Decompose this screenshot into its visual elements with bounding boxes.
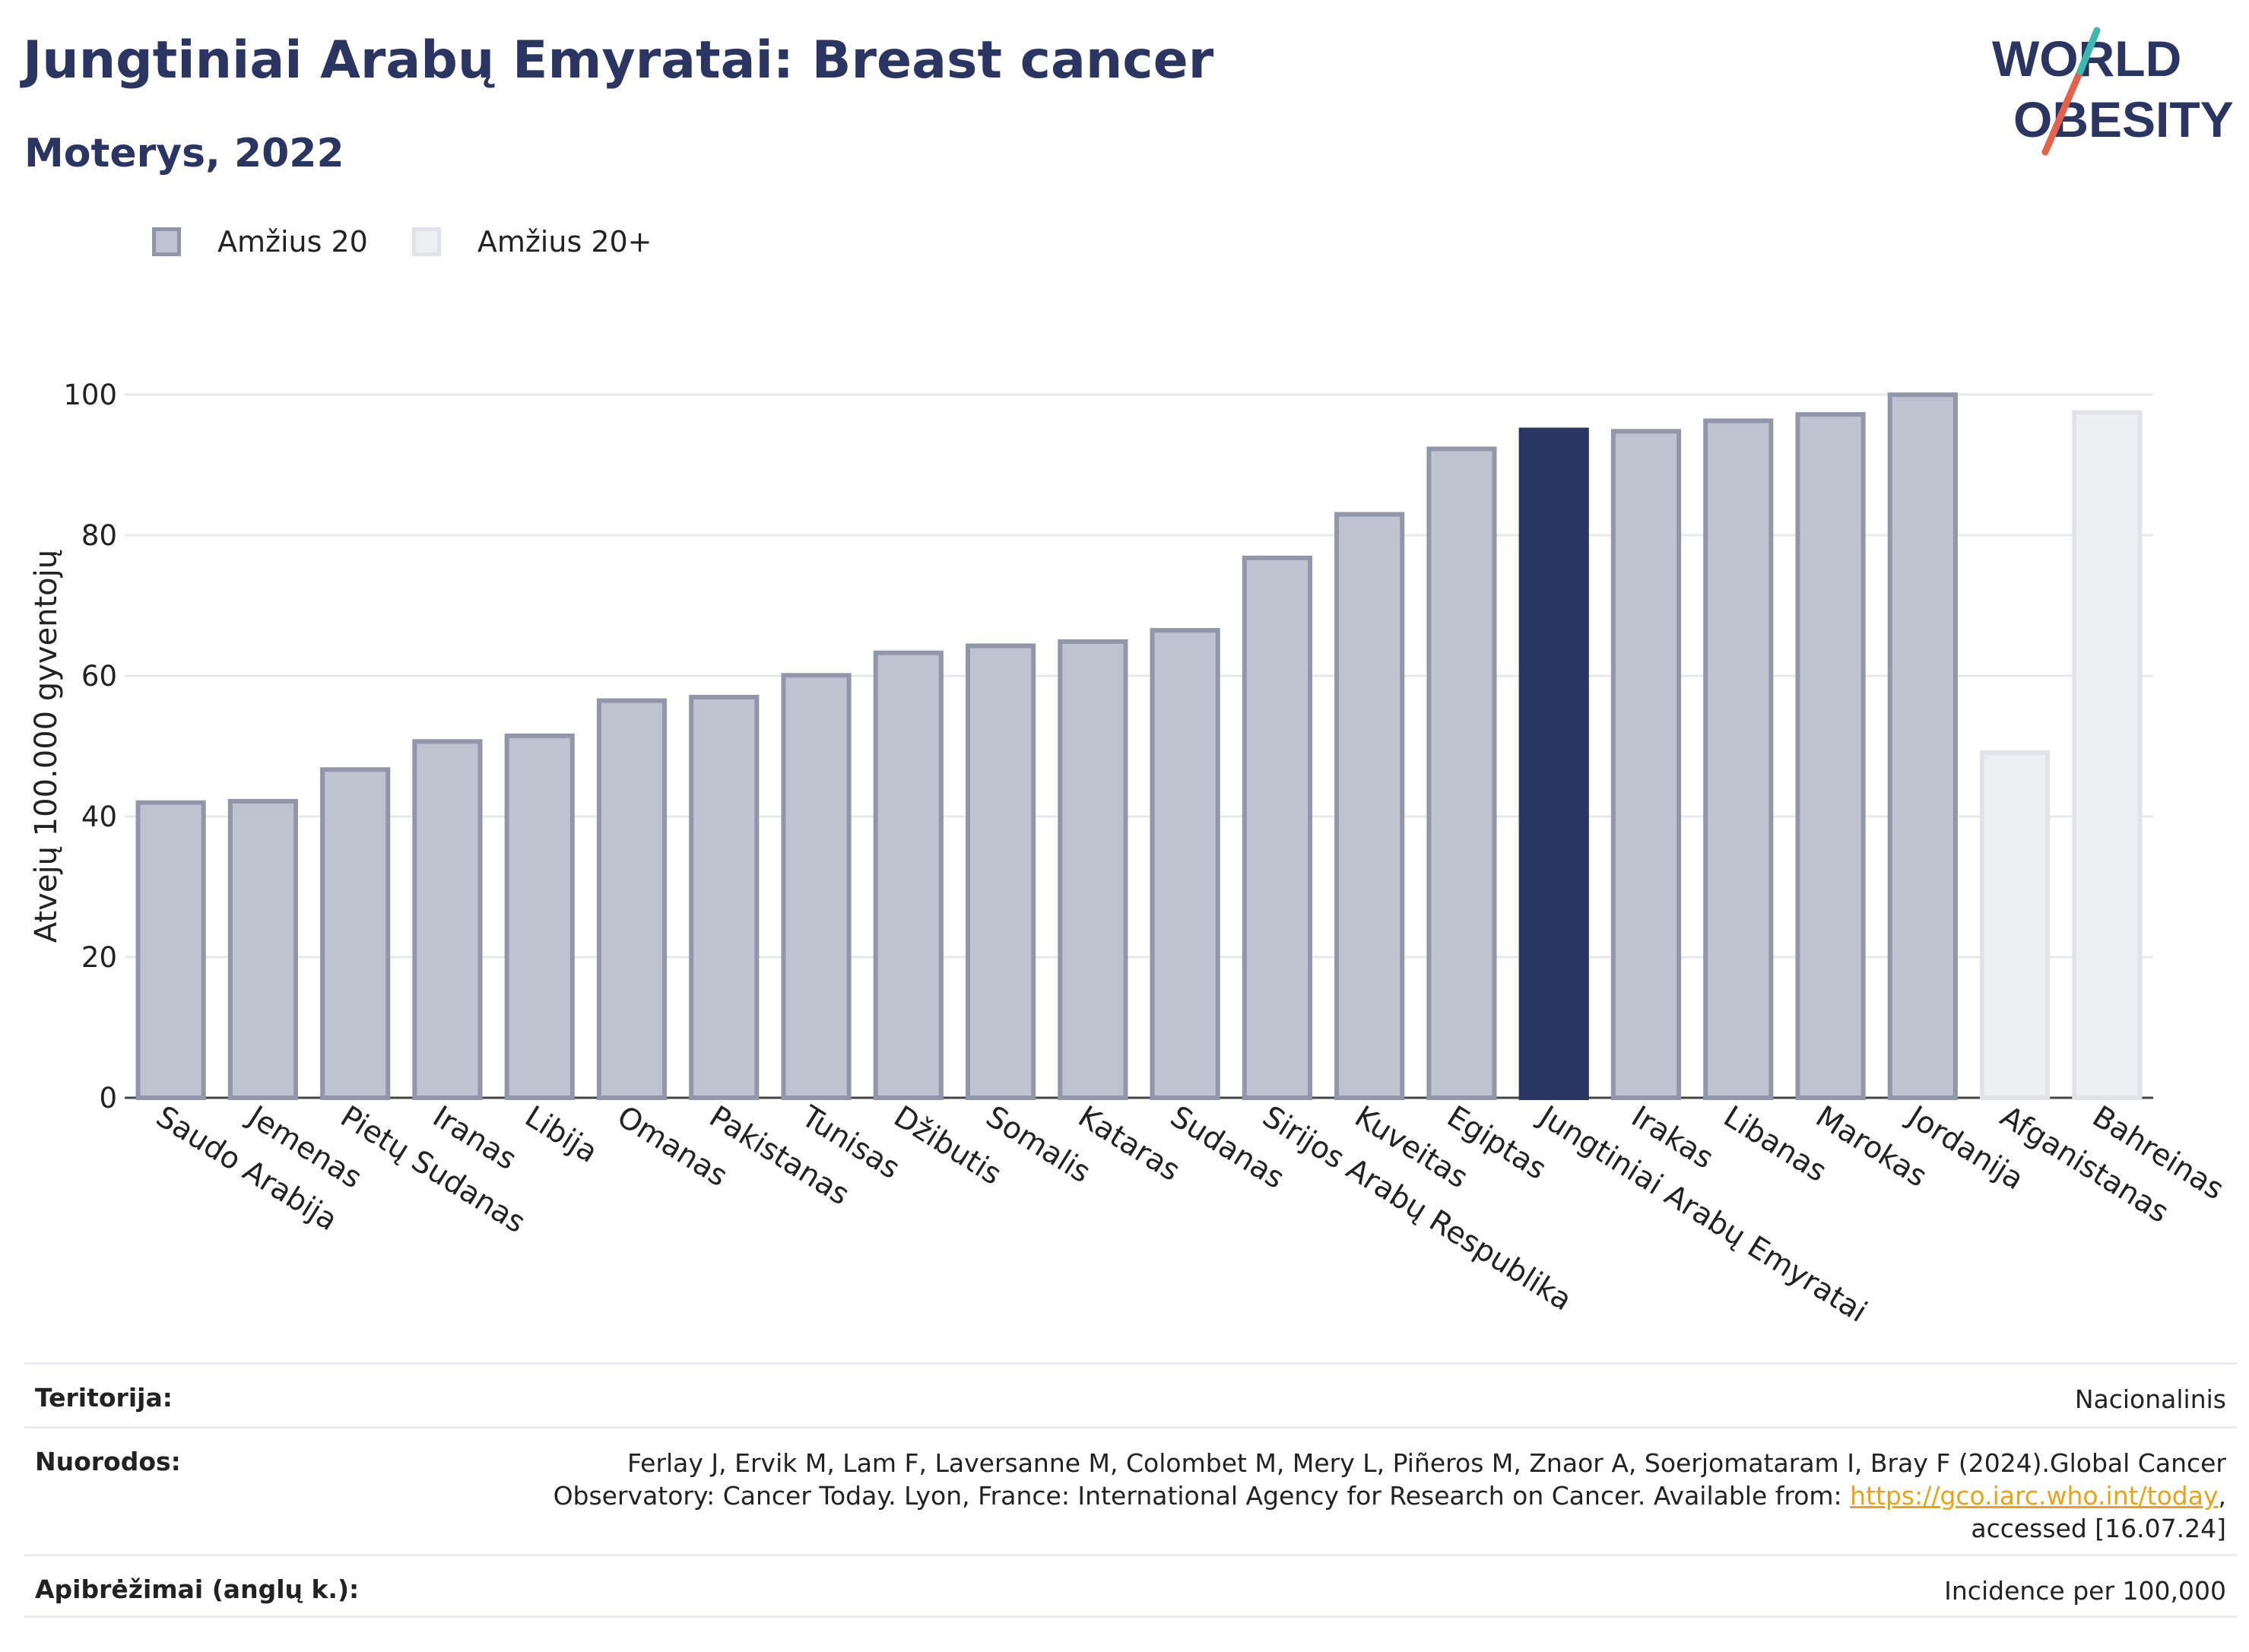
x-tick-label: Libanas [1718,1099,1832,1189]
page-subtitle: Moterys, 2022 [24,131,344,176]
footer-row-references: Nuorodos: Ferlay J, Ervik M, Lam F, Lave… [24,1426,2237,1554]
bar [320,767,391,1100]
bar [1426,446,1497,1100]
bar [227,798,298,1100]
bar [1058,639,1128,1100]
references-line-3: accessed [16.07.24] [1971,1514,2226,1543]
definitions-value: Incidence per 100,000 [1944,1576,2226,1606]
bar [873,650,944,1100]
legend-item-age-20[interactable]: Amžius 20 [152,225,368,258]
references-line-1: Ferlay J, Ervik M, Lam F, Laversanne M, … [626,1448,2226,1478]
y-axis-title: Atvejų 100.000 gyventojų [29,550,64,943]
y-tick-label: 80 [81,519,117,552]
y-tick-label: 100 [63,379,117,411]
bar [781,673,852,1100]
bar [1703,418,1774,1100]
footer-row-territory: Teritorija: Nacionalinis [24,1362,2237,1426]
bar [1887,392,1958,1100]
legend-swatch-age-20-plus [411,227,441,256]
references-value: Ferlay J, Ervik M, Lam F, Laversanne M, … [554,1447,2226,1554]
bar [596,698,668,1100]
chart-legend: Amžius 20 Amžius 20+ [152,225,696,258]
y-tick-label: 60 [81,660,117,693]
y-tick-label: 20 [81,941,117,974]
bar [1980,750,2051,1100]
definitions-label: Apibrėžimai (anglų k.): [35,1574,360,1604]
bar [2072,410,2143,1100]
bar [135,800,206,1100]
references-label: Nuorodos: [35,1447,181,1476]
y-tick-label: 40 [81,801,117,833]
x-tick-label: Libija [519,1099,603,1170]
references-line-2-prefix: Observatory: Cancer Today. Lyon, France:… [553,1481,1851,1511]
footer-row-definitions: Apibrėžimai (anglų k.): Incidence per 10… [24,1554,2237,1618]
references-link[interactable]: https://gco.iarc.who.int/today [1850,1481,2219,1511]
world-obesity-logo: WORLD OBESITY [1992,27,2234,156]
page-title: Jungtiniai Arabų Emyratai: Breast cancer [23,30,1214,90]
bar [1150,628,1220,1100]
legend-label-age-20: Amžius 20 [217,225,368,258]
x-tick-label: Kataras [1072,1099,1186,1188]
legend-swatch-age-20 [152,227,181,256]
chart-footer: Teritorija: Nacionalinis Nuorodos: Ferla… [24,1362,2237,1618]
bar [1795,412,1866,1100]
bar [966,643,1036,1100]
territory-label: Teritorija: [35,1383,173,1413]
bar [1610,429,1682,1100]
bar [1334,512,1405,1100]
bar [412,739,483,1100]
y-tick-label: 0 [99,1082,117,1115]
legend-label-age-20-plus: Amžius 20+ [477,225,652,258]
bar [1518,427,1589,1100]
bar [1242,555,1312,1100]
legend-item-age-20-plus[interactable]: Amžius 20+ [411,225,652,258]
bar [504,733,575,1100]
territory-value: Nacionalinis [2074,1384,2226,1414]
bar [689,694,760,1100]
references-line-2-suffix: , [2218,1481,2227,1511]
